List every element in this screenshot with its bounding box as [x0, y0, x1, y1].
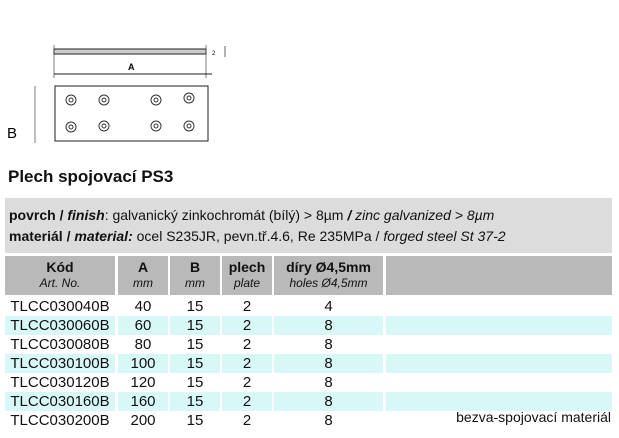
column-header: díry Ø4,5mm holes Ø4,5mm	[274, 256, 383, 295]
column-subtitle: holes Ø4,5mm	[289, 276, 368, 290]
table-cell: 15	[170, 392, 220, 411]
table-cell: 60	[118, 316, 168, 335]
row-filler	[386, 373, 612, 392]
table-cell: 2	[242, 412, 252, 429]
page-title: Plech spojovací PS3	[8, 167, 174, 186]
finish-line: povrch / finish: galvanický zinkochromát…	[9, 207, 494, 223]
dimension-a-label: A	[128, 62, 135, 72]
finish-value: : galvanický zinkochromát (bílý) > 8µm	[104, 207, 344, 223]
table-cell: 120	[130, 374, 156, 391]
row-filler	[386, 392, 612, 411]
separator: /	[347, 207, 352, 223]
column-subtitle: plate	[233, 276, 261, 290]
dimension-b-label: B	[7, 125, 17, 142]
table-cell: 2	[222, 354, 272, 373]
column-title: plech	[228, 259, 266, 275]
table-row: TLCC030100B 100 15 2 8	[5, 354, 612, 373]
column-subtitle: Art. No.	[39, 276, 81, 290]
finish-label: povrch /	[9, 207, 64, 223]
column-header: plech plate	[222, 256, 272, 295]
table-cell: 200	[130, 412, 156, 429]
table-cell: TLCC030160B	[5, 392, 115, 411]
table-cell: 15	[186, 374, 204, 391]
row-filler	[386, 297, 612, 316]
column-title: díry Ø4,5mm	[286, 259, 371, 275]
header-filler	[386, 256, 612, 295]
table-cell: 2	[222, 316, 272, 335]
row-filler	[386, 354, 612, 373]
table-cell: 15	[186, 412, 204, 429]
finish-value-en: zinc galvanized > 8µm	[355, 207, 495, 223]
column-title: B	[189, 259, 201, 275]
table-cell: 8	[274, 392, 383, 411]
table-row: TLCC030160B 160 15 2 8	[5, 392, 612, 411]
table-cell: 8	[274, 316, 383, 335]
table-cell: TLCC030200B	[10, 412, 110, 429]
footer-brand: bezva-spojovací materiál	[456, 409, 611, 425]
table-cell: 2	[242, 374, 252, 391]
table-cell: TLCC030120B	[10, 374, 110, 391]
plate-drawing: A 2 B	[7, 45, 226, 143]
table-cell: 8	[324, 374, 333, 391]
table-cell: 4	[324, 298, 333, 315]
row-filler	[386, 316, 612, 335]
table-cell: 2	[222, 392, 272, 411]
dimension-t-label: 2	[212, 51, 216, 57]
table-cell: 80	[134, 336, 152, 353]
table-row: TLCC030080B 80 15 2 8	[5, 335, 612, 354]
column-subtitle: mm	[185, 276, 205, 290]
column-header: Kód Art. No.	[5, 256, 115, 295]
table-row: TLCC030200B 200 15 2 8	[5, 411, 612, 430]
table-cell: TLCC030100B	[5, 354, 115, 373]
table-cell: 160	[118, 392, 168, 411]
material-label: materiál /	[9, 228, 71, 244]
table-cell: 2	[242, 336, 252, 353]
table-cell: 15	[170, 354, 220, 373]
info-box: povrch / finish: galvanický zinkochromát…	[5, 198, 612, 253]
table-cell: 100	[118, 354, 168, 373]
material-value-en: forged steel St 37-2	[383, 228, 506, 244]
table-cell: 8	[324, 412, 333, 429]
finish-label-en: finish	[67, 207, 105, 223]
table-cell: 40	[134, 298, 152, 315]
table-cell: 8	[274, 354, 383, 373]
table-row: TLCC030040B 40 15 2 4	[5, 297, 612, 316]
column-title: Kód	[46, 259, 74, 275]
material-line: materiál / material: ocel S235JR, pevn.t…	[9, 228, 506, 244]
table-cell: 15	[186, 336, 204, 353]
table-cell: TLCC030040B	[10, 298, 110, 315]
table-cell: 8	[324, 336, 333, 353]
material-label-en: material:	[74, 228, 133, 244]
table-row: TLCC030120B 120 15 2 8	[5, 373, 612, 392]
table-cell: TLCC030080B	[10, 336, 110, 353]
table-cell: TLCC030060B	[5, 316, 115, 335]
row-filler	[386, 335, 612, 354]
column-subtitle: mm	[133, 276, 153, 290]
table-cell: 15	[170, 316, 220, 335]
table-row: TLCC030060B 60 15 2 8	[5, 316, 612, 335]
table-cell: 2	[242, 298, 252, 315]
table-cell: 15	[186, 298, 204, 315]
material-value: ocel S235JR, pevn.tř.4.6, Re 235MPa /	[136, 228, 380, 244]
column-title: A	[137, 259, 149, 275]
